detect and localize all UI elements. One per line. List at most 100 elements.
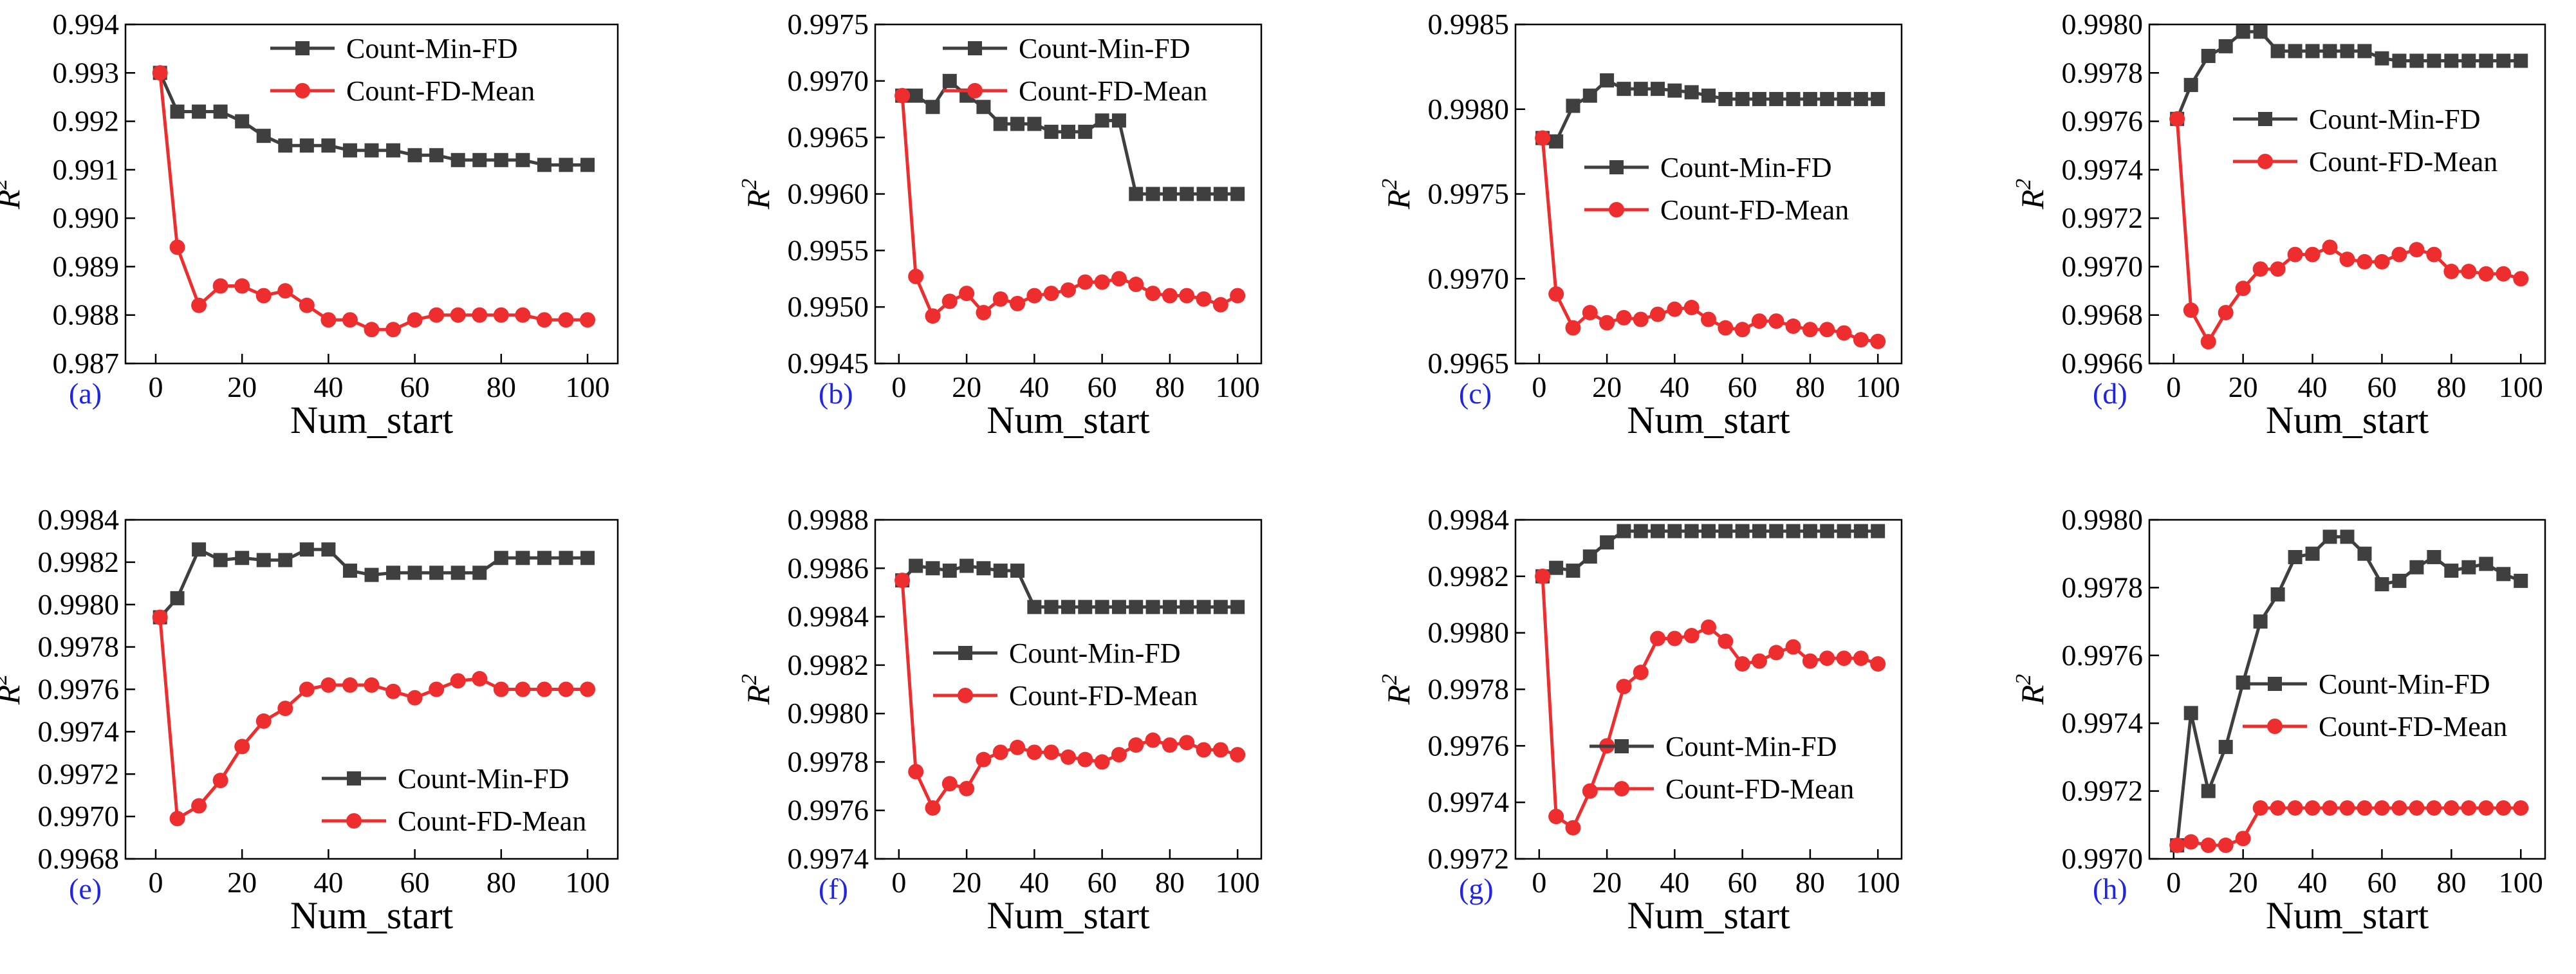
data-point-circle xyxy=(277,283,293,299)
data-point-circle xyxy=(976,304,992,320)
data-point-square xyxy=(559,551,573,565)
data-point-square xyxy=(450,565,465,580)
data-point-circle xyxy=(2200,334,2216,350)
data-point-circle xyxy=(2426,246,2442,262)
data-point-circle xyxy=(2270,800,2286,816)
data-point-circle xyxy=(2357,800,2373,816)
data-point-circle xyxy=(364,677,380,693)
data-point-circle xyxy=(2252,261,2268,277)
data-point-square xyxy=(1600,535,1615,550)
data-point-circle xyxy=(234,739,250,755)
y-tick-label: 0.9982 xyxy=(1428,560,1510,593)
data-point-square xyxy=(364,143,379,158)
data-point-circle xyxy=(1870,333,1886,349)
data-point-square xyxy=(2288,549,2303,564)
data-point-square xyxy=(1633,524,1648,538)
data-point-square xyxy=(2357,44,2372,59)
y-tick-label: 0.9974 xyxy=(2062,706,2144,739)
x-axis-title: Num_start xyxy=(2266,894,2429,937)
data-point-circle xyxy=(1768,313,1784,329)
data-point-square xyxy=(1213,187,1228,201)
data-point-square xyxy=(1044,600,1059,614)
data-point-circle xyxy=(1128,277,1144,293)
y-tick-label: 0.9980 xyxy=(2062,8,2144,41)
data-point-circle xyxy=(364,322,380,338)
y-tick-label: 0.9970 xyxy=(38,800,120,832)
data-point-square xyxy=(2427,549,2442,564)
data-point-circle xyxy=(385,322,402,338)
data-point-square xyxy=(2409,53,2424,68)
data-point-square xyxy=(1213,600,1228,614)
y-tick-label: 0.9974 xyxy=(788,842,869,875)
chart-panel: 0.9965 0.9970 0.9975 0.9980 0.9985 0 20 40 60 80 1… xyxy=(1378,8,1903,441)
y-tick-label: 0.989 xyxy=(53,250,120,282)
data-point-square xyxy=(1684,85,1699,100)
data-point-circle xyxy=(450,307,466,323)
data-point-circle xyxy=(493,307,509,323)
data-point-circle xyxy=(515,681,531,697)
data-point-circle xyxy=(1785,639,1801,655)
y-tick-label: 0.9985 xyxy=(1428,8,1510,41)
y-axis-title-superscript: 2 xyxy=(737,674,761,685)
data-point-square xyxy=(925,561,940,576)
data-point-square xyxy=(429,148,444,163)
data-point-square xyxy=(993,116,1008,131)
panel-label: (g) xyxy=(1459,872,1494,905)
data-point-square xyxy=(1769,524,1784,538)
y-tick-label: 0.988 xyxy=(53,299,120,331)
data-point-circle xyxy=(2252,800,2268,816)
y-tick-label: 0.9976 xyxy=(788,794,869,827)
data-point-circle xyxy=(580,681,596,697)
x-tick-label: 100 xyxy=(2499,371,2543,403)
data-point-circle xyxy=(1582,304,1598,320)
data-point-square xyxy=(2392,573,2407,588)
y-axis-title-base: R xyxy=(2014,685,2050,706)
data-point-square xyxy=(450,152,465,167)
data-point-square xyxy=(1129,600,1144,614)
data-point-square xyxy=(515,551,530,565)
data-point-circle xyxy=(1650,630,1666,647)
y-tick-label: 0.9980 xyxy=(1428,93,1510,125)
y-tick-label: 0.9970 xyxy=(788,64,869,97)
legend-label: Count-FD-Mean xyxy=(398,805,586,837)
x-tick-label: 60 xyxy=(1088,866,1117,899)
data-point-circle xyxy=(1683,628,1700,644)
data-point-circle xyxy=(191,798,207,814)
legend-label: Count-Min-FD xyxy=(1019,33,1190,64)
data-point-circle xyxy=(941,293,958,309)
data-point-circle xyxy=(1683,300,1700,316)
y-tick-label: 0.9976 xyxy=(38,673,120,706)
data-point-square xyxy=(559,158,573,172)
data-point-circle xyxy=(992,291,1008,307)
data-point-square xyxy=(1010,564,1025,578)
y-tick-label: 0.9970 xyxy=(1428,262,1510,295)
x-tick-label: 40 xyxy=(1660,866,1689,899)
y-tick-label: 0.9972 xyxy=(2062,201,2144,234)
plot-frame xyxy=(2148,23,2546,365)
data-point-square xyxy=(925,100,940,115)
data-point-square xyxy=(2253,614,2268,629)
x-tick-label: 80 xyxy=(1155,866,1185,899)
y-tick-label: 0.9975 xyxy=(788,8,869,41)
data-point-square xyxy=(2461,560,2476,574)
data-point-square xyxy=(235,114,250,129)
data-point-circle xyxy=(1785,318,1801,335)
x-tick-label: 100 xyxy=(1216,866,1260,899)
data-point-square xyxy=(278,138,293,153)
data-point-circle xyxy=(925,308,941,324)
data-point-square xyxy=(515,152,530,167)
data-point-square xyxy=(2479,556,2494,571)
x-tick-label: 40 xyxy=(1019,371,1049,403)
data-point-circle xyxy=(2339,252,2355,268)
panel-label: (e) xyxy=(69,872,102,905)
panel-label: (h) xyxy=(2093,872,2127,905)
legend-label: Count-FD-Mean xyxy=(1019,75,1207,107)
data-point-circle xyxy=(1548,286,1564,302)
y-tick-label: 0.9966 xyxy=(2062,347,2144,380)
data-point-square xyxy=(2236,24,2250,39)
data-point-circle xyxy=(1616,309,1632,326)
y-tick-label: 0.9980 xyxy=(38,588,120,621)
data-point-square xyxy=(1735,524,1750,538)
data-point-square xyxy=(2461,53,2476,68)
data-point-square xyxy=(1566,98,1580,113)
